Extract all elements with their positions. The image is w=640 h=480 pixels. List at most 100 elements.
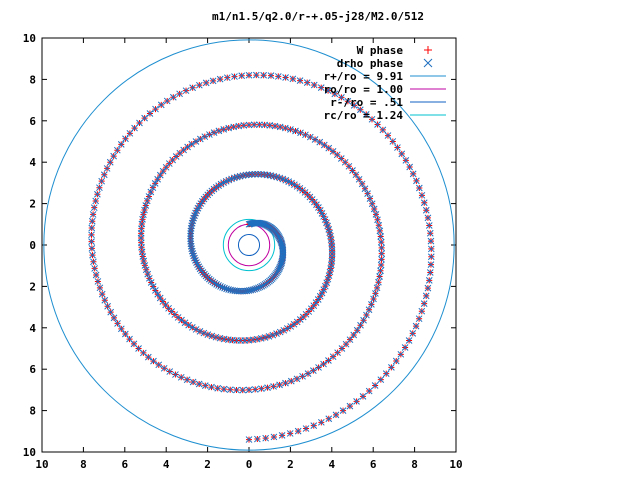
legend-label: rc/ro = 1.24: [324, 109, 404, 122]
drho-phase-point: [420, 199, 428, 207]
drho-phase-point: [147, 188, 155, 196]
y-tick-label: 2: [29, 280, 36, 293]
drho-phase-point: [184, 143, 191, 151]
drho-phase-point: [350, 101, 358, 109]
ref-circle: [227, 223, 271, 267]
drho-phase-point: [151, 180, 159, 187]
drho-phase-point: [189, 250, 197, 257]
drho-phase-point: [192, 138, 200, 145]
drho-phase-point: [154, 175, 161, 183]
drho-phase-point: [257, 335, 265, 342]
drho-phase-point: [278, 432, 286, 439]
drho-phase-point: [251, 285, 259, 293]
drho-phase-point: [280, 326, 288, 334]
drho-phase-point: [372, 211, 380, 218]
drho-phase-point: [302, 425, 310, 432]
drho-phase-point: [144, 353, 152, 361]
drho-phase-point: [424, 284, 432, 292]
drho-phase-point: [316, 292, 324, 300]
drho-phase-point: [282, 379, 289, 387]
drho-phase-point: [260, 281, 267, 289]
drho-phase-point: [265, 333, 273, 340]
drho-phase-point: [353, 326, 361, 334]
drho-phase-point: [321, 282, 329, 290]
drho-phase-point: [157, 101, 165, 109]
drho-phase-point: [350, 331, 358, 339]
drho-phase-point: [388, 364, 395, 371]
drho-phase-point: [413, 177, 420, 185]
drho-phase-point: [377, 376, 385, 384]
drho-phase-point: [359, 392, 367, 400]
drho-phase-point: [245, 121, 253, 129]
drho-phase-point: [315, 364, 322, 371]
drho-phase-point: [94, 190, 101, 198]
drho-phase-point: [276, 381, 283, 389]
drho-phase-point: [310, 81, 318, 89]
drho-phase-point: [287, 126, 294, 133]
drho-phase-point: [420, 300, 428, 307]
drho-phase-point: [339, 407, 347, 415]
drho-phase-point: [245, 71, 253, 79]
drho-phase-point: [358, 180, 366, 188]
drho-phase-point: [88, 245, 96, 252]
drho-phase-point: [142, 202, 150, 209]
drho-phase-point: [424, 214, 432, 222]
drho-phase-point: [225, 124, 233, 132]
drho-phase-point: [220, 385, 228, 393]
drho-phase-point: [375, 278, 382, 286]
drho-phase-point: [185, 321, 192, 329]
drho-phase-point: [147, 279, 155, 286]
drho-phase-point: [368, 301, 375, 308]
drho-phase-point: [245, 386, 253, 394]
drho-phase-point: [187, 232, 194, 240]
drho-phase-point: [346, 402, 354, 410]
drho-phase-point: [320, 360, 327, 368]
drho-phase-point: [215, 282, 222, 289]
drho-phase-point: [365, 306, 373, 314]
drho-phase-point: [248, 170, 256, 178]
drho-phase-point: [401, 344, 409, 351]
drho-phase-point: [426, 229, 434, 237]
drho-phase-point: [427, 245, 435, 253]
drho-phase-point: [372, 290, 379, 297]
drho-phase-point: [254, 435, 261, 443]
drho-phase-point: [315, 204, 322, 211]
drho-phase-point: [270, 383, 277, 390]
drho-phase-point: [201, 382, 209, 390]
drho-phase-point: [290, 320, 298, 328]
drho-phase-point: [427, 253, 435, 261]
drho-phase-point: [378, 250, 386, 257]
drho-phase-point: [418, 191, 426, 199]
drho-phase-point: [426, 269, 434, 276]
drho-phase-point: [196, 135, 204, 143]
x-tick-label: 6: [370, 458, 377, 471]
legend-label: drho phase: [337, 57, 404, 70]
drho-phase-point: [352, 171, 360, 179]
drho-phase-point: [406, 163, 414, 171]
drho-phase-point: [159, 167, 167, 175]
drho-phase-point: [412, 322, 420, 330]
drho-phase-point: [402, 156, 410, 164]
drho-phase-point: [94, 278, 102, 285]
drho-phase-point: [200, 329, 208, 337]
legend-label: r+/ro = 9.91: [324, 70, 404, 83]
drho-phase-point: [375, 221, 383, 229]
drho-phase-point: [325, 357, 332, 364]
drho-phase-point: [100, 171, 108, 179]
y-tick-label: 10: [23, 446, 36, 459]
drho-phase-point: [146, 110, 154, 117]
x-tick-label: 10: [449, 458, 462, 471]
drho-phase-point: [310, 367, 317, 374]
drho-phase-point: [159, 298, 167, 305]
drho-phase-point: [316, 138, 324, 146]
y-tick-label: 8: [29, 405, 36, 418]
drho-phase-point: [194, 261, 201, 269]
drho-phase-point: [166, 368, 174, 375]
drho-phase-point: [107, 308, 115, 316]
drho-phase-point: [422, 206, 430, 214]
drho-phase-point: [325, 415, 333, 423]
drho-phase-point: [144, 270, 152, 278]
drho-phase-point: [320, 141, 328, 149]
x-tick-label: 4: [163, 458, 170, 471]
drho-phase-point: [160, 364, 168, 372]
